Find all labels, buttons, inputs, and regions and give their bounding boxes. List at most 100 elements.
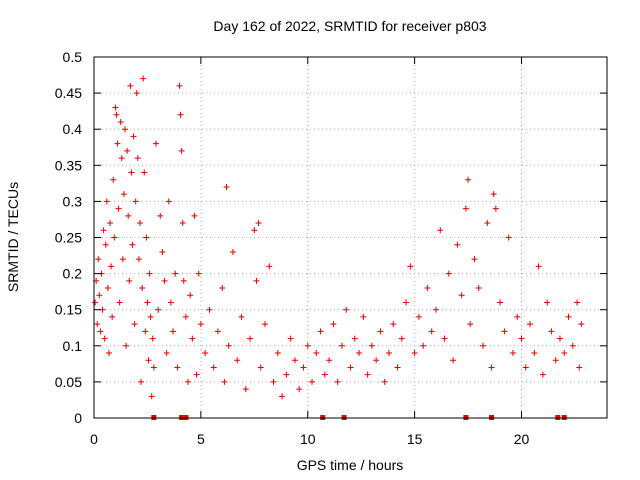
data-point: [234, 357, 241, 364]
y-tick-label: 0: [74, 410, 82, 426]
data-point: [462, 205, 469, 212]
data-point: [556, 335, 563, 342]
data-point: [178, 147, 185, 154]
data-point: [238, 313, 245, 320]
data-point: [101, 335, 108, 342]
data-point: [182, 313, 189, 320]
data-point: [385, 350, 392, 357]
data-point: [102, 241, 109, 248]
data-point: [111, 234, 118, 241]
x-tick-label: 15: [407, 431, 423, 447]
data-point: [136, 220, 143, 227]
data-point: [197, 321, 204, 328]
data-point: [407, 263, 414, 270]
data-point: [266, 263, 273, 270]
data-point: [110, 176, 117, 183]
data-point: [251, 227, 258, 234]
data-point: [415, 313, 422, 320]
data-point: [527, 321, 534, 328]
data-point: [142, 328, 149, 335]
data-point: [576, 364, 583, 371]
data-point: [185, 378, 192, 385]
data-point: [132, 198, 139, 205]
data-point: [437, 227, 444, 234]
y-tick-label: 0.25: [55, 230, 82, 246]
data-point: [140, 75, 147, 82]
data-point: [163, 350, 170, 357]
data-points: [92, 75, 585, 420]
data-point: [123, 342, 130, 349]
data-point: [420, 342, 427, 349]
data-point: [313, 350, 320, 357]
y-tick-label: 0.15: [55, 302, 82, 318]
data-point: [225, 342, 232, 349]
data-point: [539, 371, 546, 378]
data-point: [94, 321, 101, 328]
data-point: [548, 328, 555, 335]
data-point: [338, 342, 345, 349]
data-point: [139, 285, 146, 292]
data-point: [117, 118, 124, 125]
data-point: [187, 292, 194, 299]
data-point: [458, 292, 465, 299]
data-point: [221, 378, 228, 385]
data-point: [309, 378, 316, 385]
y-tick-label: 0.5: [63, 49, 83, 65]
data-point: [544, 299, 551, 306]
data-point: [492, 205, 499, 212]
data-point: [433, 306, 439, 313]
data-point: [291, 357, 298, 364]
data-point: [351, 335, 358, 342]
data-point: [475, 285, 482, 292]
data-point: [126, 277, 133, 284]
data-point: [120, 191, 127, 198]
data-point: [262, 321, 268, 328]
y-tick-labels: 0 0.05 0.1 0.15 0.2 0.25 0.3 0.35 0.4 0.45 0.5: [55, 49, 82, 426]
data-point: [255, 220, 262, 227]
data-point: [214, 328, 221, 335]
x-tick-label: 0: [90, 431, 98, 447]
data-point: [141, 169, 148, 176]
x-tick-label: 5: [197, 431, 205, 447]
data-point: [112, 104, 119, 111]
data-point: [330, 321, 337, 328]
y-tick-label: 0.4: [63, 121, 83, 137]
data-point: [454, 241, 461, 248]
y-tick-label: 0.1: [63, 338, 83, 354]
data-point: [157, 212, 164, 219]
data-point: [202, 350, 209, 357]
data-point: [484, 220, 491, 227]
data-point: [104, 285, 111, 292]
data-point: [149, 335, 156, 342]
data-point: [497, 299, 504, 306]
y-tick-label: 0.3: [63, 193, 83, 209]
data-point: [177, 111, 184, 118]
data-point: [147, 313, 154, 320]
data-point: [145, 357, 152, 364]
data-point: [161, 277, 168, 284]
data-point: [108, 263, 115, 270]
y-tick-label: 0.2: [63, 266, 83, 282]
data-point: [518, 335, 525, 342]
y-tick-label: 0.05: [55, 374, 82, 390]
data-point: [343, 306, 350, 313]
data-point: [441, 335, 448, 342]
data-point: [317, 328, 324, 335]
data-point: [92, 299, 99, 306]
data-point: [514, 313, 521, 320]
data-point: [347, 364, 354, 371]
data-point: [509, 350, 516, 357]
data-point: [109, 313, 116, 320]
data-point: [535, 263, 542, 270]
data-point: [360, 313, 367, 320]
data-point: [125, 212, 132, 219]
data-point: [167, 299, 174, 306]
data-point: [356, 350, 363, 357]
data-point: [114, 140, 121, 147]
data-point: [96, 292, 103, 299]
axis-ticks: [93, 56, 607, 419]
data-point: [531, 350, 538, 357]
data-point: [450, 357, 457, 364]
data-point: [119, 256, 126, 263]
data-point: [148, 393, 155, 400]
